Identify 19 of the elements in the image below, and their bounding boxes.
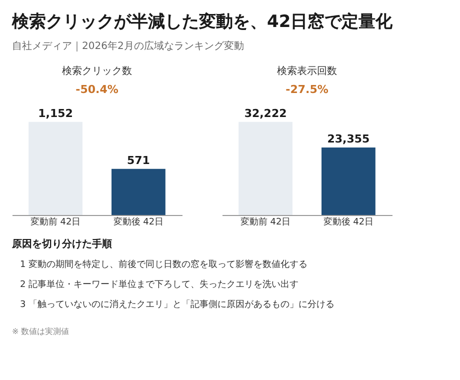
text: 1 変動の期間を特定し、前後で同じ日数の窓を取って影響を数値化する [20,259,308,270]
data-label: 1,152 [38,106,73,120]
chart-title: 検索表示回数 [277,65,337,77]
text: -27.5% [286,83,328,96]
text: -50.4% [76,83,118,96]
x-tick-label: 変動後 42日 [113,216,164,228]
x-tick-label: 変動前 42日 [240,216,291,228]
text: 検索クリックが半減した変動を、42日窓で定量化 [11,12,394,32]
data-label: 571 [126,154,150,167]
data-label: 23,355 [327,132,370,146]
chart-title: 検索クリック数 [62,65,132,77]
text: 原因を切り分けた手順 [11,238,112,250]
x-tick-label: 変動前 42日 [30,216,81,228]
text: 自社メディア｜2026年2月の広域なランキング変動 [12,40,244,52]
text: ※ 数値は実測値 [12,327,70,336]
text: 2 記事単位・キーワード単位まで下ろして、失ったクエリを洗い出す [20,279,299,290]
x-tick-label: 変動後 42日 [323,216,374,228]
text: 3 「触っていないのに消えたクエリ」と「記事側に原因があるもの」に分ける [20,299,335,310]
data-label: 32,222 [244,106,287,120]
